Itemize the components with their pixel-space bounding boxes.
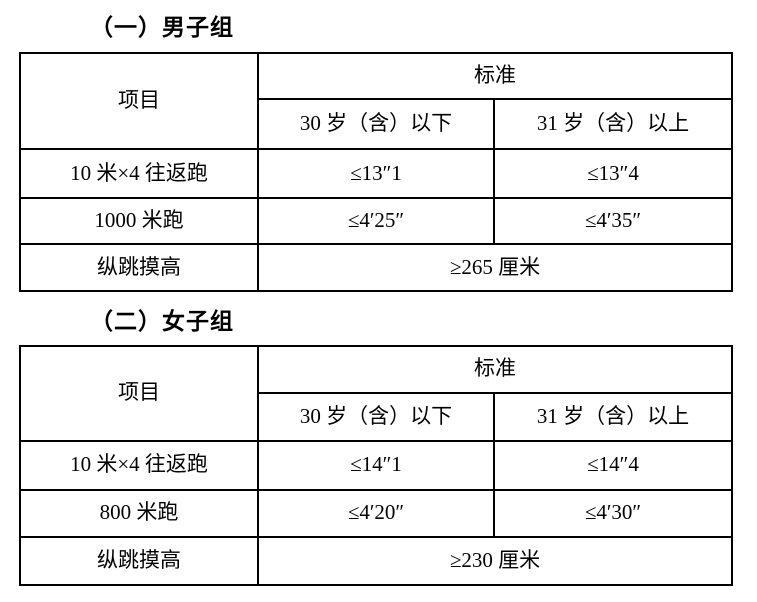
item-cell: 纵跳摸高 (19, 242, 259, 292)
item-column-header: 项目 (19, 51, 259, 150)
standard-column-header: 标准 (257, 51, 733, 100)
value-cell: ≤4′30″ (493, 488, 733, 538)
document-page: （一）男子组 项目 标准 30 岁（含）以下 31 岁（含）以上 10 米×4 … (19, 15, 733, 586)
value-cell: ≤13″1 (257, 147, 495, 199)
value-cell: ≤4′20″ (257, 488, 495, 538)
table-row: 10 米×4 往返跑 ≤14″1 ≤14″4 (19, 439, 733, 491)
combined-value-cell: ≥265 厘米 (257, 242, 733, 292)
item-cell: 800 米跑 (19, 488, 259, 538)
table-row: 30 岁（含）以下 31 岁（含）以上 (20, 391, 733, 442)
table-row: 30 岁（含）以下 31 岁（含）以上 (20, 97, 733, 150)
item-column-header: 项目 (19, 344, 259, 442)
value-cell: ≤4′25″ (257, 196, 495, 245)
age-column-header-under30: 30 岁（含）以下 (257, 391, 495, 442)
section-heading-men: （一）男子组 (90, 15, 234, 40)
combined-value-cell: ≥230 厘米 (257, 535, 733, 586)
table-row: 项目 标准 (19, 51, 733, 150)
standard-column-header: 标准 (257, 344, 733, 394)
value-cell: ≤4′35″ (493, 196, 733, 245)
table-row: 1000 米跑 ≤4′25″ ≤4′35″ (19, 196, 733, 245)
value-cell: ≤14″4 (493, 439, 733, 491)
fitness-standards-table-men: 项目 标准 30 岁（含）以下 31 岁（含）以上 10 米×4 往返跑 ≤13… (19, 51, 733, 292)
fitness-standards-table-women: 项目 标准 30 岁（含）以下 31 岁（含）以上 10 米×4 往返跑 ≤14… (19, 344, 733, 586)
table-row: 800 米跑 ≤4′20″ ≤4′30″ (19, 488, 733, 538)
value-cell: ≤13″4 (493, 147, 733, 199)
value-cell: ≤14″1 (257, 439, 495, 491)
age-column-header-over31: 31 岁（含）以上 (493, 391, 733, 442)
item-cell: 纵跳摸高 (19, 535, 259, 586)
table-row: 10 米×4 往返跑 ≤13″1 ≤13″4 (19, 147, 733, 199)
age-column-header-under30: 30 岁（含）以下 (257, 97, 495, 150)
table-row: 纵跳摸高 ≥230 厘米 (19, 535, 733, 586)
table-row: 项目 标准 (19, 344, 733, 442)
item-cell: 10 米×4 往返跑 (19, 147, 259, 199)
item-cell: 10 米×4 往返跑 (19, 439, 259, 491)
item-cell: 1000 米跑 (19, 196, 259, 245)
age-column-header-over31: 31 岁（含）以上 (493, 97, 733, 150)
table-row: 纵跳摸高 ≥265 厘米 (19, 242, 733, 292)
section-heading-women: （二）女子组 (90, 308, 234, 334)
